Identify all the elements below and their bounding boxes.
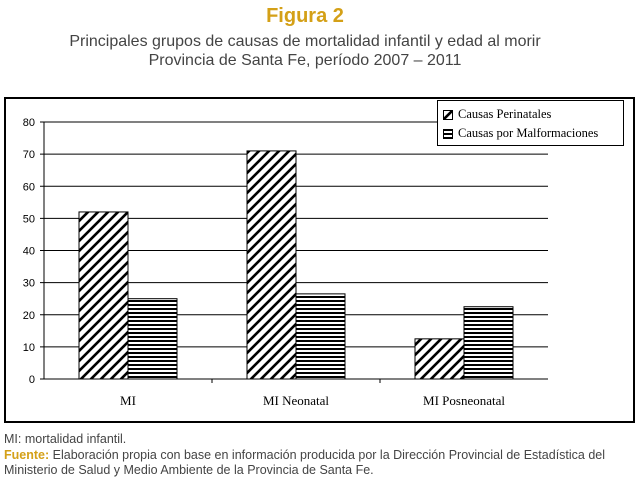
footnote: MI: mortalidad infantil. — [4, 432, 127, 446]
legend-label-perinatales: Causas Perinatales — [458, 107, 552, 121]
bar-malformaciones — [295, 293, 346, 380]
y-tick-label: 60 — [23, 181, 35, 193]
y-tick-label: 0 — [29, 374, 35, 386]
y-tick-label: 20 — [23, 310, 35, 322]
x-tick-label: MI — [120, 393, 136, 408]
chart-title: Principales grupos de causas de mortalid… — [0, 32, 610, 70]
bar-malformaciones — [463, 306, 514, 380]
y-tick-label: 80 — [23, 117, 35, 129]
figure-label: Figura 2 — [266, 5, 344, 27]
y-tick-label: 50 — [23, 213, 35, 225]
source-label: Fuente: — [4, 447, 50, 462]
y-tick-label: 30 — [23, 278, 35, 290]
legend-swatch-horizontal — [443, 129, 453, 139]
x-tick-label: MI Neonatal — [263, 393, 329, 408]
bar-malformaciones — [127, 298, 178, 380]
notes: MI: mortalidad infantil. Fuente: Elabora… — [4, 432, 640, 479]
chart-title-line-2: Provincia de Santa Fe, período 2007 – 20… — [148, 52, 462, 69]
legend: Causas Perinatales Causas por Malformaci… — [437, 100, 624, 146]
legend-label-malformaciones: Causas por Malformaciones — [458, 126, 599, 140]
chart-title-line-1: Principales grupos de causas de mortalid… — [69, 33, 541, 50]
bar-perinatales — [78, 211, 129, 380]
y-tick-label: 70 — [23, 149, 35, 161]
bar-perinatales — [246, 150, 297, 380]
x-tick-label: MI Posneonatal — [423, 393, 505, 408]
y-tick-label: 10 — [23, 342, 35, 354]
source-note: Fuente: Elaboración propia con base en i… — [4, 448, 640, 479]
bar-perinatales — [414, 338, 465, 380]
source-text: Elaboración propia con base en informaci… — [4, 447, 606, 478]
y-tick-label: 40 — [23, 246, 35, 258]
legend-swatch-diagonal — [443, 110, 453, 120]
